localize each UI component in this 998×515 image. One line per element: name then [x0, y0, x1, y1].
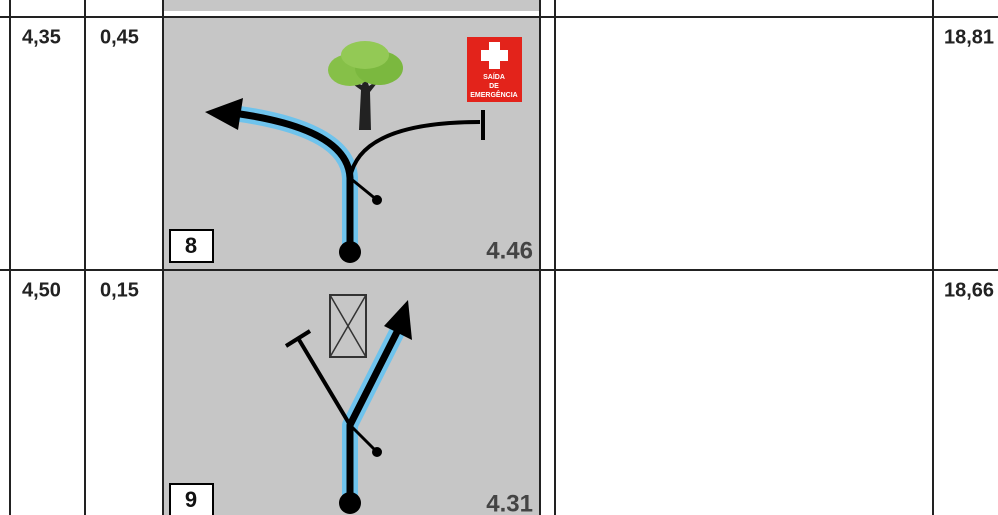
cell-text: 18,81	[944, 26, 994, 48]
cell-text: 4,35	[22, 26, 61, 48]
sign-text: SAÍDA	[483, 72, 505, 81]
cell-text: 0,15	[100, 279, 139, 301]
step-box	[169, 229, 214, 263]
distance-label: 4.31	[486, 490, 533, 515]
cell-text: 18,66	[944, 279, 994, 301]
step-number: 9	[185, 487, 197, 512]
image-cell	[164, 0, 540, 11]
distance-label: 4.46	[486, 237, 533, 264]
step-box	[169, 483, 214, 515]
cell-text: 4,50	[22, 279, 61, 301]
route-diagram: SAÍDA DE EMERGÊNCIA	[205, 37, 522, 263]
sign-text: DE	[489, 83, 499, 90]
sign-text: EMERGÊNCIA	[470, 90, 517, 99]
route-diagram	[284, 294, 412, 514]
cell-text: 0,45	[100, 26, 139, 48]
step-number: 8	[185, 233, 197, 258]
tree-icon	[328, 41, 403, 130]
